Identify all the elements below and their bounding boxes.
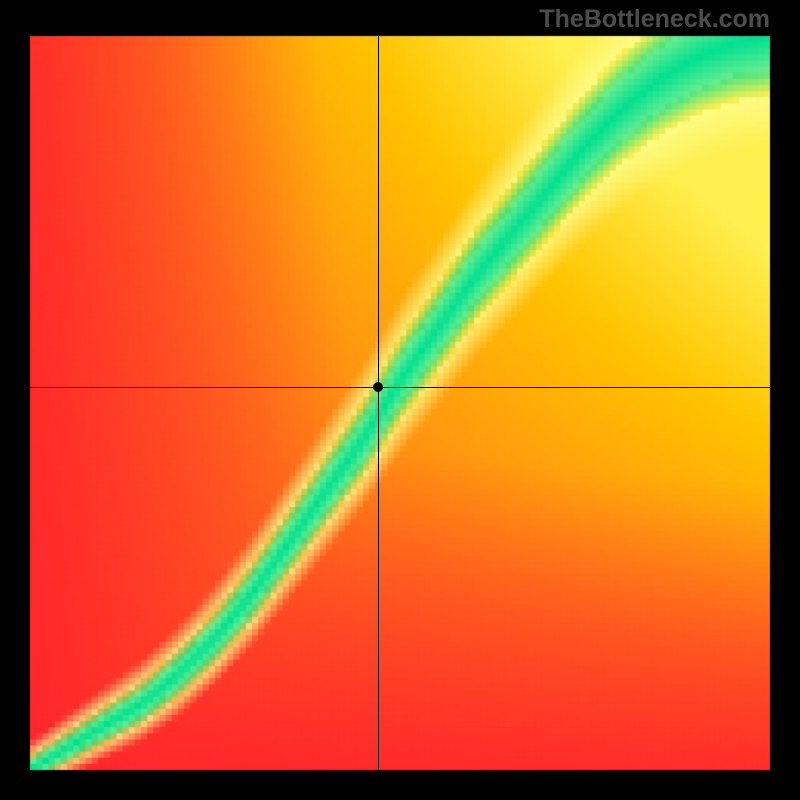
watermark-text: TheBottleneck.com <box>539 5 770 34</box>
crosshair-vertical-line <box>378 36 379 770</box>
bottleneck-heatmap <box>0 0 800 800</box>
crosshair-dot <box>373 382 383 392</box>
crosshair-horizontal-line <box>30 387 770 388</box>
